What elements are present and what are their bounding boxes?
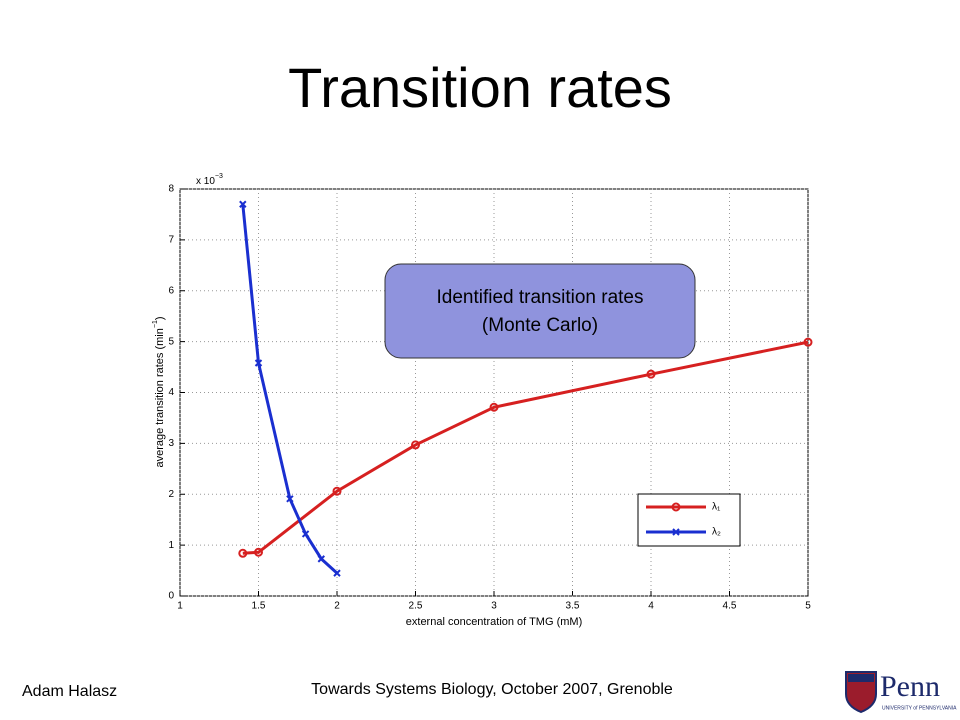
- marker: [332, 486, 342, 496]
- marker: [254, 359, 263, 367]
- y-axis-label: average transition rates (min−1): [152, 316, 166, 467]
- y-tick-label: 5: [168, 336, 174, 347]
- y-axis-label-text: average transition rates (min: [154, 328, 166, 467]
- marker: [317, 555, 326, 563]
- slide-title: Transition rates: [288, 56, 672, 119]
- y-multiplier-base: x 10: [196, 176, 215, 187]
- x-tick-label: 3.5: [566, 601, 580, 612]
- author: Adam Halasz: [22, 683, 117, 700]
- x-tick-label: 4: [648, 601, 654, 612]
- legend-label: λ₁: [712, 502, 721, 513]
- marker: [286, 495, 294, 503]
- marker: [239, 200, 247, 208]
- marker: [301, 530, 310, 538]
- logo: Penn UNIVERSITY of PENNSYLVANIA: [845, 670, 957, 714]
- y-axis-label-close: ): [154, 316, 166, 320]
- y-tick-label: 2: [168, 489, 174, 500]
- plot: [179, 188, 813, 597]
- marker: [333, 569, 341, 577]
- logo-band: [848, 674, 874, 682]
- y-tick-label: 6: [168, 285, 174, 296]
- marker: [671, 502, 681, 512]
- series-line: [242, 340, 809, 555]
- event: Towards Systems Biology, October 2007, G…: [311, 681, 673, 698]
- x-tick-label: 2: [334, 601, 340, 612]
- annotation-box: [384, 263, 696, 359]
- y-tick-label: 7: [168, 235, 174, 246]
- y-multiplier: x 10−3: [196, 173, 223, 187]
- marker: [411, 440, 420, 450]
- annotation-line: Identified transition rates: [436, 287, 643, 308]
- x-tick-label: 3: [491, 601, 497, 612]
- y-multiplier-exponent: −3: [215, 173, 223, 180]
- x-tick-label: 4.5: [723, 601, 737, 612]
- x-tick-label: 1: [177, 601, 183, 612]
- legend-box: [637, 493, 741, 547]
- x-tick-label: 5: [805, 601, 811, 612]
- y-axis-label-sup: −1: [152, 320, 159, 328]
- logo-subtitle: UNIVERSITY of PENNSYLVANIA: [882, 705, 957, 711]
- x-tick-label: 1.5: [252, 601, 266, 612]
- logo-name: Penn: [880, 670, 940, 703]
- annotation-line: (Monte Carlo): [482, 315, 598, 336]
- marker: [646, 369, 656, 379]
- y-tick-label: 1: [168, 540, 174, 551]
- marker: [489, 402, 499, 412]
- y-tick-label: 8: [168, 184, 174, 195]
- marker: [254, 547, 263, 557]
- y-tick-label: 0: [168, 591, 174, 602]
- x-axis-label: external concentration of TMG (mM): [406, 616, 582, 628]
- y-tick-label: 4: [168, 387, 174, 398]
- x-tick-label: 2.5: [409, 601, 423, 612]
- legend-label: λ₂: [712, 527, 721, 538]
- marker: [672, 528, 680, 536]
- marker: [803, 337, 813, 347]
- y-tick-label: 3: [168, 438, 174, 449]
- marker: [238, 548, 248, 558]
